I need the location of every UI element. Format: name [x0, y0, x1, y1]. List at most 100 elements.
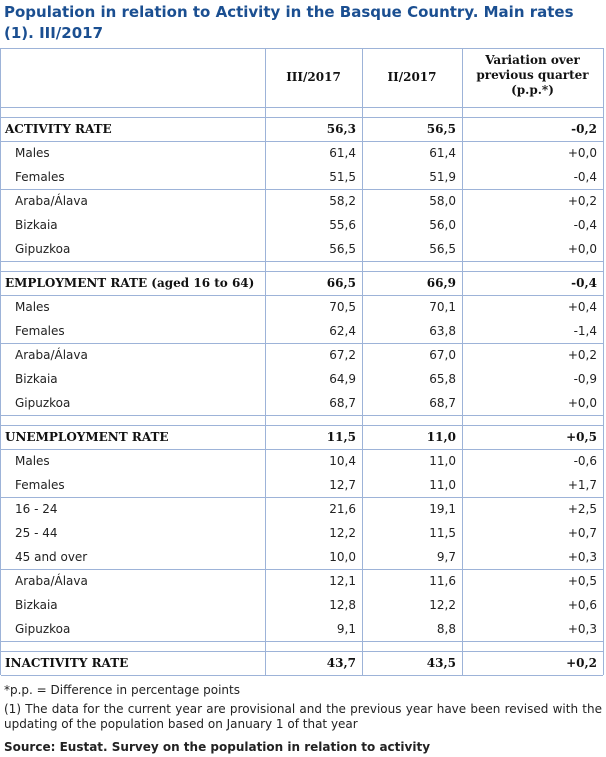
row-border	[1, 425, 603, 426]
value-cell: -0,6	[573, 454, 597, 468]
value-cell: 11,0	[429, 454, 456, 468]
value-cell: 9,1	[336, 622, 356, 636]
column-border	[0, 48, 1, 675]
value-cell: 51,9	[429, 170, 456, 184]
value-cell: 12,2	[329, 526, 356, 540]
row-border	[1, 295, 603, 296]
row-label: Gipuzkoa	[15, 622, 71, 636]
value-cell: +0,2	[567, 348, 597, 362]
row-border	[1, 651, 603, 652]
value-cell: 10,4	[329, 454, 356, 468]
value-cell: 11,0	[429, 478, 456, 492]
value-cell: +0,0	[567, 146, 597, 160]
row-label: Bizkaia	[15, 372, 58, 386]
value-cell: 58,0	[429, 194, 456, 208]
row-border	[1, 107, 603, 108]
row-label: Gipuzkoa	[15, 396, 71, 410]
row-border	[1, 641, 603, 642]
title: Population in relation to Activity in th…	[4, 3, 574, 42]
row-border	[1, 48, 603, 49]
value-cell: 8,8	[436, 622, 456, 636]
value-cell: 61,4	[429, 146, 456, 160]
value-cell: 12,1	[329, 574, 356, 588]
value-cell: 68,7	[429, 396, 456, 410]
value-cell: 12,7	[329, 478, 356, 492]
row-label: Females	[15, 324, 65, 338]
value-cell: 56,5	[426, 122, 456, 136]
value-cell: 56,5	[429, 242, 456, 256]
column-border	[362, 48, 363, 675]
value-cell: 56,0	[429, 218, 456, 232]
value-cell: +0,0	[567, 242, 597, 256]
value-cell: 67,0	[429, 348, 456, 362]
value-cell: 63,8	[429, 324, 456, 338]
header-cell: previous quarter	[476, 68, 589, 82]
value-cell: +0,5	[567, 574, 597, 588]
value-cell: 66,9	[426, 276, 456, 290]
row-border	[1, 449, 603, 450]
column-border	[462, 48, 463, 675]
value-cell: 43,7	[326, 656, 356, 670]
note: *p.p. = Difference in percentage points	[4, 683, 240, 697]
value-cell: 19,1	[429, 502, 456, 516]
value-cell: 64,9	[329, 372, 356, 386]
value-cell: 51,5	[329, 170, 356, 184]
value-cell: 43,5	[426, 656, 456, 670]
value-cell: +0,3	[567, 622, 597, 636]
value-cell: 10,0	[329, 550, 356, 564]
row-label: Gipuzkoa	[15, 242, 71, 256]
row-border	[1, 117, 603, 118]
header-cell: III/2017	[286, 70, 341, 84]
value-cell: 11,5	[429, 526, 456, 540]
value-cell: +0,3	[567, 550, 597, 564]
section-label: ACTIVITY RATE	[5, 122, 112, 136]
value-cell: 11,6	[429, 574, 456, 588]
header-cell: (p.p.*)	[511, 83, 554, 97]
value-cell: 11,0	[426, 430, 456, 444]
value-cell: 70,1	[429, 300, 456, 314]
value-cell: -0,9	[573, 372, 597, 386]
row-border	[1, 141, 603, 142]
value-cell: 12,8	[329, 598, 356, 612]
value-cell: -1,4	[573, 324, 597, 338]
row-label: Males	[15, 146, 50, 160]
value-cell: 70,5	[329, 300, 356, 314]
value-cell: +0,0	[567, 396, 597, 410]
column-border	[265, 48, 266, 675]
value-cell: 11,5	[326, 430, 356, 444]
value-cell: -0,4	[573, 170, 597, 184]
row-label: Females	[15, 478, 65, 492]
row-label: Araba/Álava	[15, 194, 88, 208]
value-cell: -0,4	[573, 218, 597, 232]
row-border	[1, 189, 603, 190]
value-cell: 56,5	[329, 242, 356, 256]
value-cell: -0,4	[571, 276, 597, 290]
value-cell: 12,2	[429, 598, 456, 612]
value-cell: +0,4	[567, 300, 597, 314]
row-label: 16 - 24	[15, 502, 58, 516]
column-border	[603, 48, 604, 675]
value-cell: 65,8	[429, 372, 456, 386]
value-cell: 58,2	[329, 194, 356, 208]
value-cell: +0,5	[566, 430, 597, 444]
section-label: INACTIVITY RATE	[5, 656, 129, 670]
value-cell: +1,7	[567, 478, 597, 492]
value-cell: 62,4	[329, 324, 356, 338]
source: Source: Eustat. Survey on the population…	[4, 740, 431, 754]
row-label: 25 - 44	[15, 526, 58, 540]
section-label: UNEMPLOYMENT RATE	[5, 430, 169, 444]
value-cell: -0,2	[571, 122, 597, 136]
header-cell: Variation over	[485, 53, 580, 67]
row-label: Araba/Álava	[15, 574, 88, 588]
row-label: Bizkaia	[15, 218, 58, 232]
row-border	[1, 343, 603, 344]
value-cell: 67,2	[329, 348, 356, 362]
value-cell: +0,7	[567, 526, 597, 540]
value-cell: 9,7	[436, 550, 456, 564]
value-cell: 66,5	[326, 276, 356, 290]
value-cell: 68,7	[329, 396, 356, 410]
value-cell: 21,6	[329, 502, 356, 516]
value-cell: 61,4	[329, 146, 356, 160]
note: (1) The data for the current year are pr…	[4, 702, 602, 731]
